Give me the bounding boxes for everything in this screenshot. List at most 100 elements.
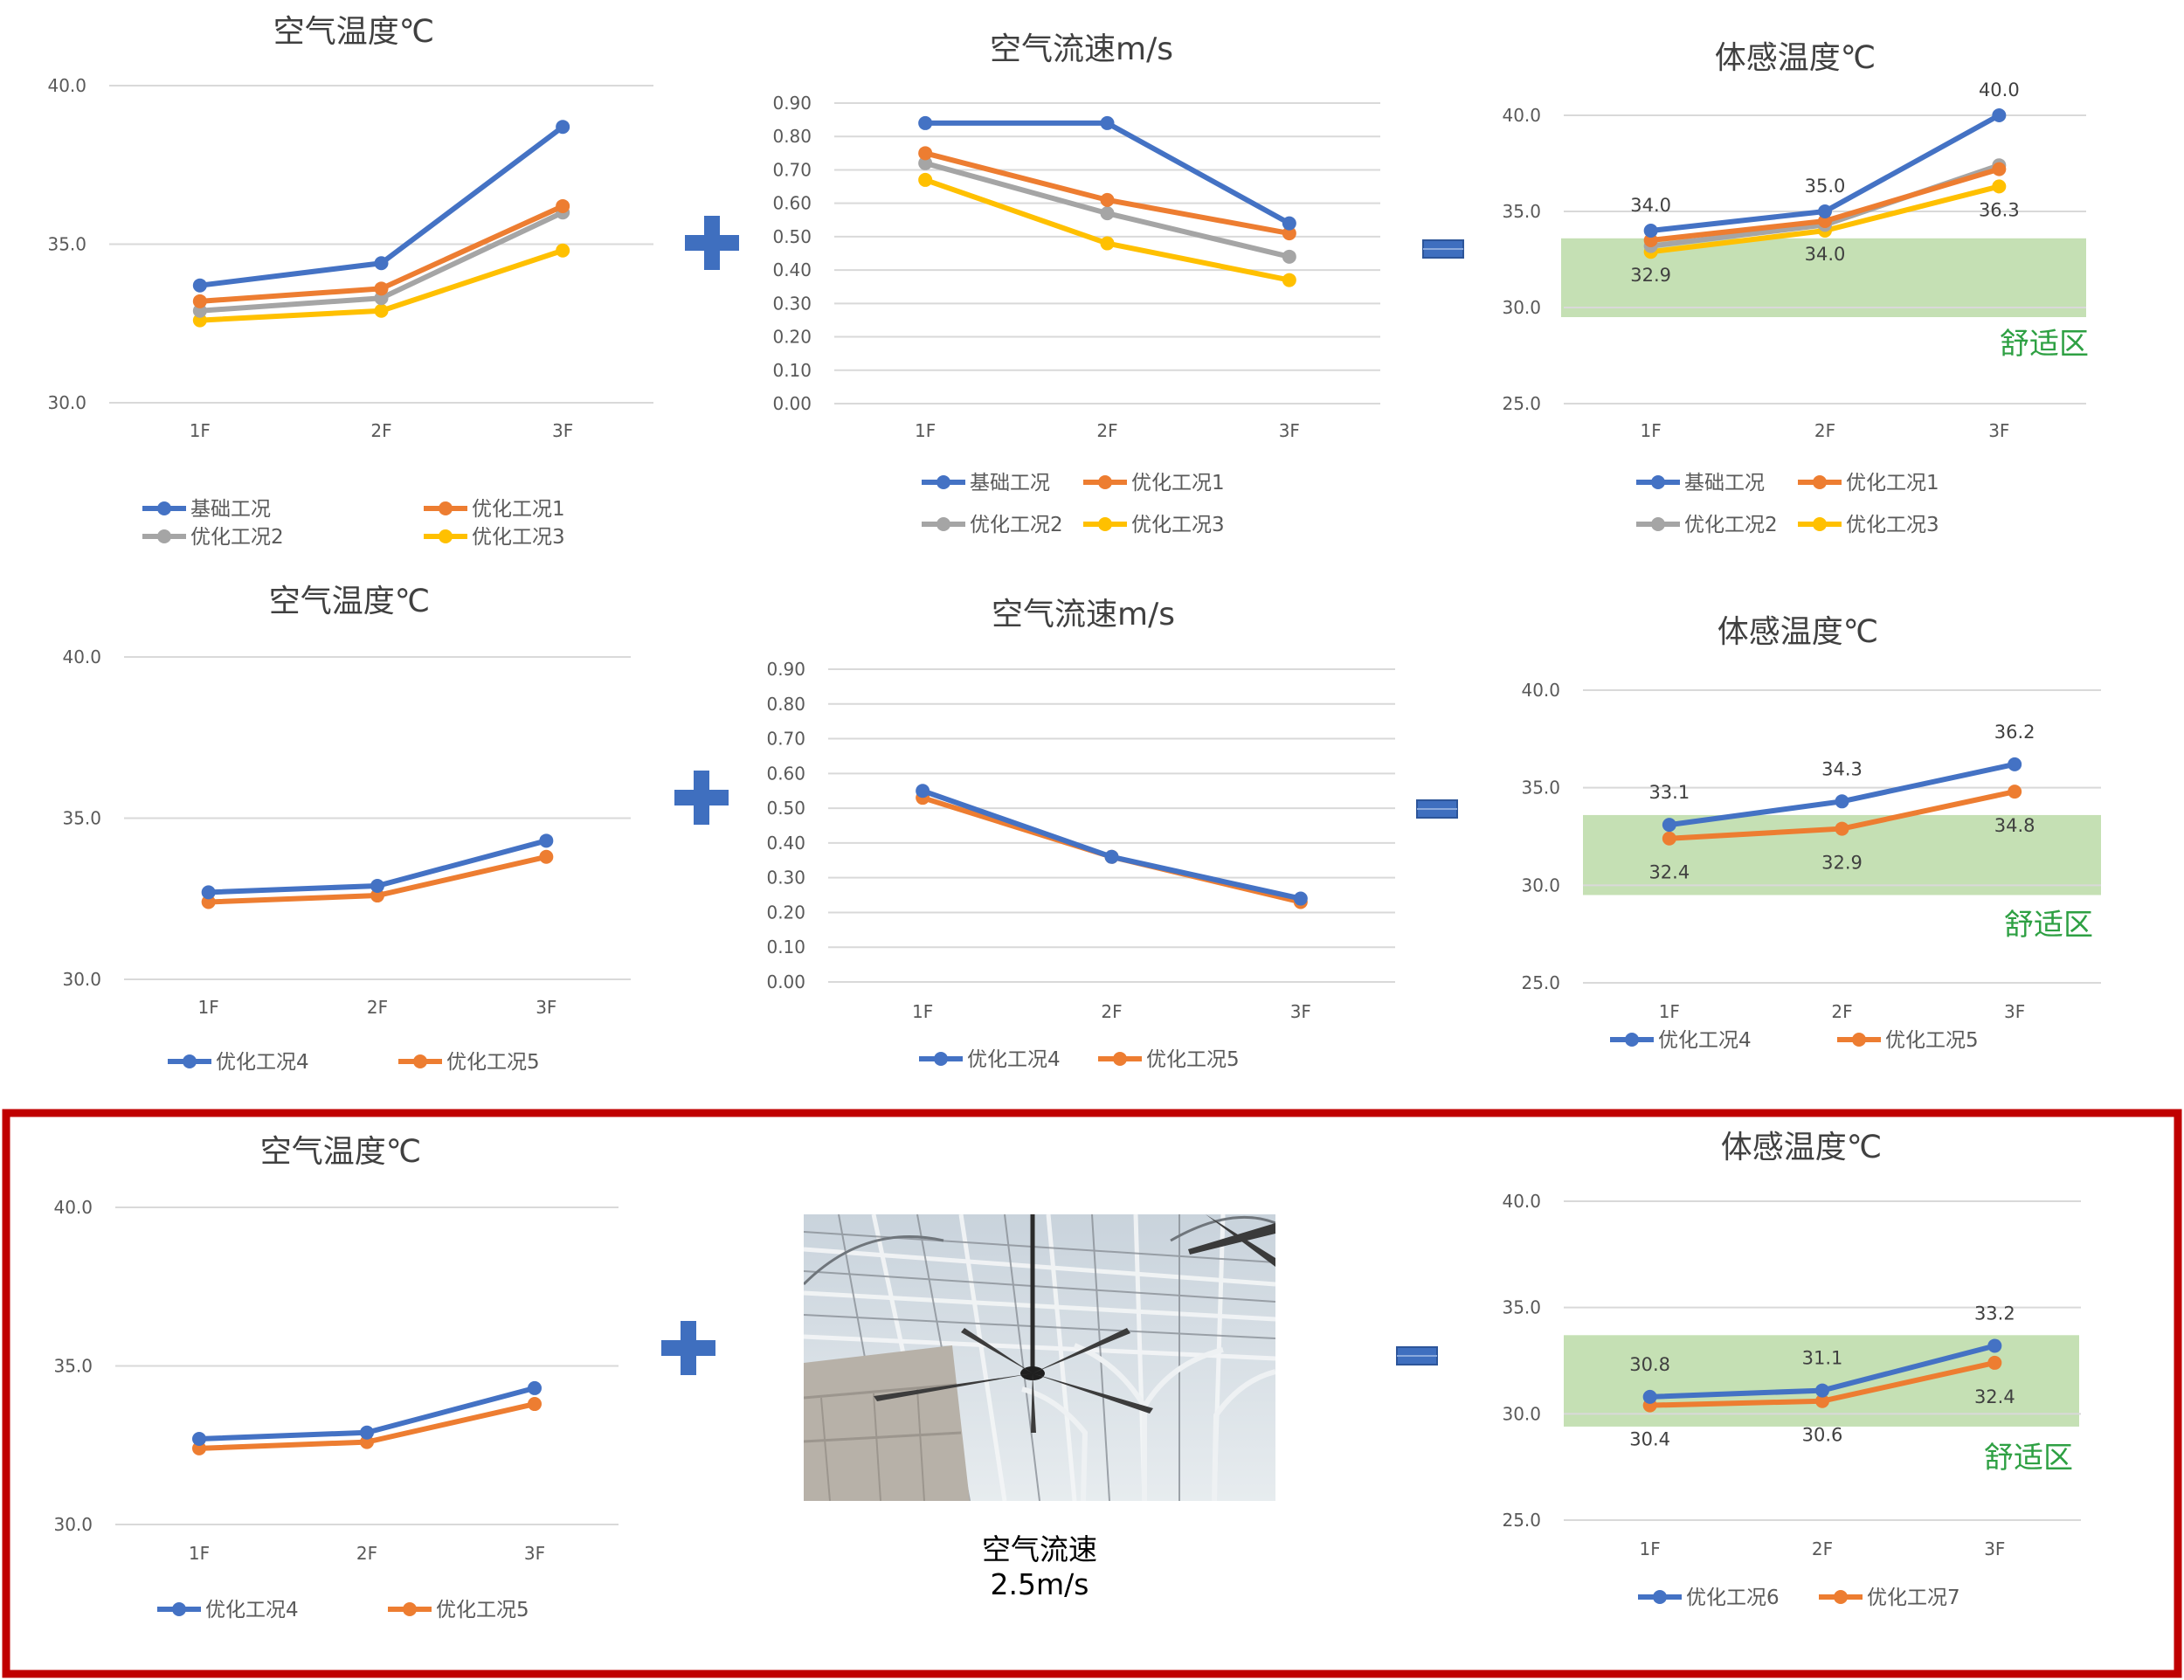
legend-entry: 优化工况1 [1083,472,1225,494]
equals-operator-icon [1396,1346,1438,1365]
legend-marker [1813,517,1827,531]
y-tick-label: 35.0 [47,234,86,255]
legend-entry: 优化工况3 [1083,514,1225,536]
comfort-zone-label: 舒适区 [1984,1441,2073,1476]
legend-marker [183,1054,197,1068]
legend-marker [172,1602,186,1616]
legend-marker [1653,1590,1667,1604]
data-point [1643,233,1658,247]
data-label: 34.3 [1821,758,1863,779]
data-point [539,849,554,864]
x-tick-label: 3F [1279,420,1300,441]
data-point [192,278,207,293]
chart-title: 空气温度℃ [269,584,430,619]
chart-1: 30.0 35.0 40.0 1F 2F 3F 空气温度℃ 基础工况 优化工况1 优化工况2 优化工… [47,14,653,549]
chart-8: 舒适区 25.0 30.0 35.0 40.0 1F 2F 3F 体感温度℃ 30.8 31.1 33… [1502,1130,2081,1609]
legend-entry: 优化工况4 [157,1599,299,1621]
legend-entry: 优化工况5 [1837,1029,1979,1052]
y-tick-label: 40.0 [1521,680,1560,701]
y-tick-label: 0.60 [772,193,812,214]
y-tick-label: 0.00 [772,393,812,414]
legend-label: 优化工况5 [436,1599,529,1621]
data-label: 32.9 [1630,265,1671,286]
data-point [1992,108,2007,122]
legend-label: 基础工况 [970,472,1050,494]
data-point [1818,214,1832,228]
data-point [528,1380,542,1395]
chart-6: 舒适区 25.0 30.0 35.0 40.0 1F 2F 3F 体感温度℃ 33.1 34.3 36… [1521,614,2101,1052]
x-tick-label: 2F [1096,420,1117,441]
data-point [1642,1389,1657,1404]
data-point [374,281,389,296]
data-point [1835,794,1849,809]
legend-label: 优化工况3 [472,526,565,549]
y-tick-label: 40.0 [62,646,101,667]
x-tick-label: 2F [1814,420,1835,441]
y-tick-label: 30.0 [1502,297,1541,318]
legend-marker [439,529,453,543]
y-tick-label: 30.0 [1502,1403,1541,1424]
chart-3: 舒适区 25.0 30.0 35.0 40.0 1F 2F 3F 体感温度℃ 34.0 35.0 40… [1502,40,2089,536]
x-tick-label: 1F [915,420,936,441]
legend-entry: 优化工况2 [922,514,1063,536]
y-tick-label: 0.00 [766,971,805,992]
x-tick-label: 3F [2004,1001,2025,1022]
chart-title: 空气温度℃ [260,1134,421,1170]
legend-entry: 基础工况 [142,498,271,521]
y-tick-label: 0.60 [766,763,805,784]
y-tick-label: 0.40 [772,259,812,280]
legend-entry: 优化工况7 [1819,1587,1960,1609]
data-point [556,243,570,258]
legend-entry: 优化工况5 [398,1051,540,1074]
data-point [918,115,933,130]
y-tick-label: 35.0 [1502,201,1541,222]
data-point [556,120,570,135]
legend-label: 优化工况6 [1686,1587,1780,1609]
legend-label: 优化工况1 [1846,472,1939,494]
y-tick-label: 0.80 [766,694,805,715]
x-tick-label: 3F [524,1543,545,1564]
legend-label: 优化工况3 [1131,514,1225,536]
legend-entry: 优化工况4 [919,1048,1061,1071]
data-point [1282,249,1296,264]
chart-5: 0.00 0.10 0.20 0.30 0.40 0.50 0.60 0.70 0.80 0.90… [766,597,1395,1071]
y-tick-label: 40.0 [1502,1191,1541,1212]
data-point [1835,821,1849,836]
y-tick-label: 40.0 [47,75,86,96]
y-tick-label: 0.50 [772,226,812,247]
x-tick-label: 3F [552,420,573,441]
data-label: 40.0 [1979,80,2020,100]
data-label: 30.8 [1629,1354,1670,1375]
y-tick-label: 0.90 [766,659,805,680]
data-point [1987,1355,2002,1370]
legend-label: 优化工况3 [1846,514,1939,536]
legend-entry: 基础工况 [922,472,1050,494]
legend-marker [157,529,171,543]
chart-4: 30.0 35.0 40.0 1F 2F 3F 空气温度℃ 优化工况4 优化工况5 [62,584,631,1074]
data-label: 33.1 [1648,782,1690,803]
operators-layer [661,216,1464,1375]
legend-entry: 优化工况2 [1636,514,1778,536]
chart-title: 空气流速m/s [990,31,1173,67]
y-tick-label: 0.50 [766,798,805,819]
x-tick-label: 1F [198,997,219,1018]
data-point [1100,115,1115,130]
y-tick-label: 0.30 [772,293,812,314]
data-point [556,198,570,213]
plus-operator-icon [661,1321,715,1375]
ceiling-fan-photo [804,1214,1275,1501]
legend-label: 优化工况5 [446,1051,540,1074]
data-label: 30.6 [1802,1425,1843,1446]
data-point [918,156,933,170]
data-label: 34.0 [1805,244,1846,265]
legend-marker [1098,517,1112,531]
x-tick-label: 1F [912,1001,933,1022]
data-point [360,1425,374,1440]
data-label: 34.8 [1994,815,2035,836]
legend-label: 优化工况1 [472,498,565,521]
y-tick-label: 0.40 [766,833,805,854]
x-tick-label: 3F [536,997,556,1018]
legend-entry: 优化工况3 [1798,514,1939,536]
x-tick-label: 3F [1984,1538,2005,1559]
